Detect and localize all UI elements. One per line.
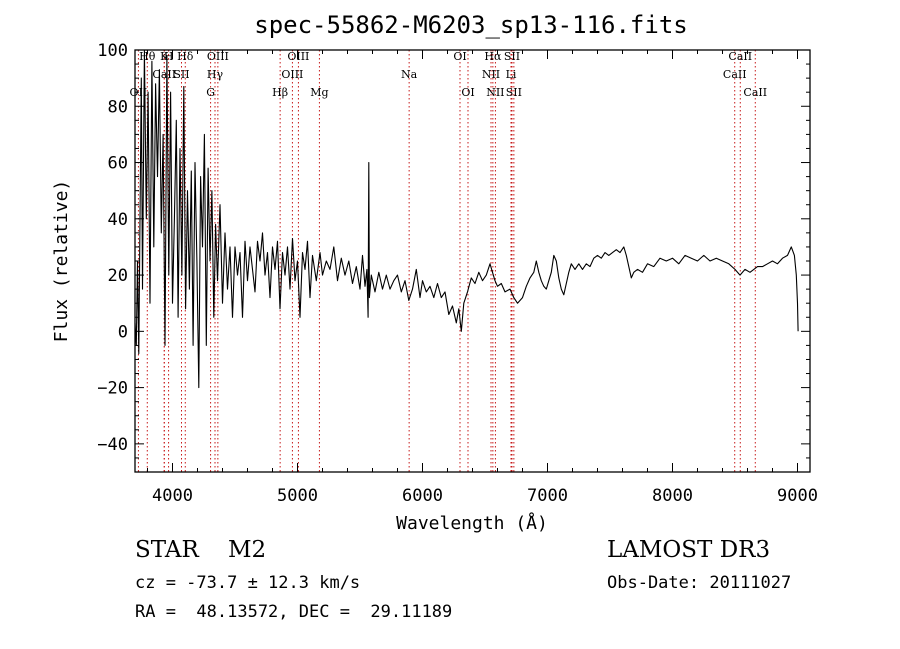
line-label: Hδ (177, 50, 194, 63)
y-axis-label: Flux (relative) (51, 180, 72, 343)
line-label: CaII (152, 68, 176, 81)
redshift-readout: cz = -73.7 ± 12.3 km/s (135, 573, 361, 593)
y-tick-label: 60 (108, 154, 128, 174)
y-tick-label: −20 (97, 379, 128, 399)
y-tick-label: 20 (108, 266, 128, 286)
x-tick-label: 5000 (277, 486, 318, 506)
y-tick-label: 40 (108, 210, 128, 230)
line-label: SII (506, 86, 522, 99)
line-label: OIII (207, 50, 229, 63)
coordinates-readout: RA = 48.13572, DEC = 29.11189 (135, 602, 453, 622)
line-label: Hγ (207, 68, 224, 81)
spectrum-series-line (134, 49, 799, 389)
line-label: CaII (728, 50, 752, 63)
y-tick-label: 80 (108, 97, 128, 117)
line-label: CaII (723, 68, 747, 81)
x-tick-label: 7000 (527, 486, 568, 506)
observation-date: Obs-Date: 20111027 (607, 573, 792, 593)
x-tick-label: 6000 (402, 486, 443, 506)
x-axis-label: Wavelength (Å) (396, 512, 548, 534)
line-label: Li (506, 68, 517, 81)
line-label: H (164, 50, 174, 63)
x-tick-label: 9000 (777, 486, 818, 506)
x-axis: 4000 5000 6000 7000 8000 9000 (147, 50, 818, 506)
line-label: SII (173, 68, 189, 81)
chart-title: spec-55862-M6203_sp13-116.fits (254, 11, 687, 39)
y-tick-label: 0 (118, 322, 128, 342)
line-label: Hβ (272, 86, 288, 99)
y-tick-label: 100 (97, 41, 128, 61)
line-label: NII (486, 86, 504, 99)
line-label: SII (504, 50, 520, 63)
line-label: NII (482, 68, 500, 81)
line-label: OIII (287, 50, 309, 63)
x-tick-label: 8000 (652, 486, 693, 506)
line-label: CaII (743, 86, 767, 99)
y-axis: −40 −20 0 20 40 60 80 100 (97, 41, 810, 473)
line-label: Hθ (139, 50, 156, 63)
object-class: STAR M2 (135, 537, 267, 563)
line-label: Hα (484, 50, 502, 63)
line-label: G (206, 86, 215, 99)
line-label: K (160, 50, 169, 63)
y-tick-label: −40 (97, 435, 128, 455)
x-tick-label: 4000 (152, 486, 193, 506)
line-label: Na (401, 68, 418, 81)
line-label: Mg (310, 86, 328, 99)
line-label: OI (453, 50, 466, 63)
line-label: OIII (281, 68, 303, 81)
line-label: OI (461, 86, 474, 99)
survey-name: LAMOST DR3 (607, 537, 771, 563)
